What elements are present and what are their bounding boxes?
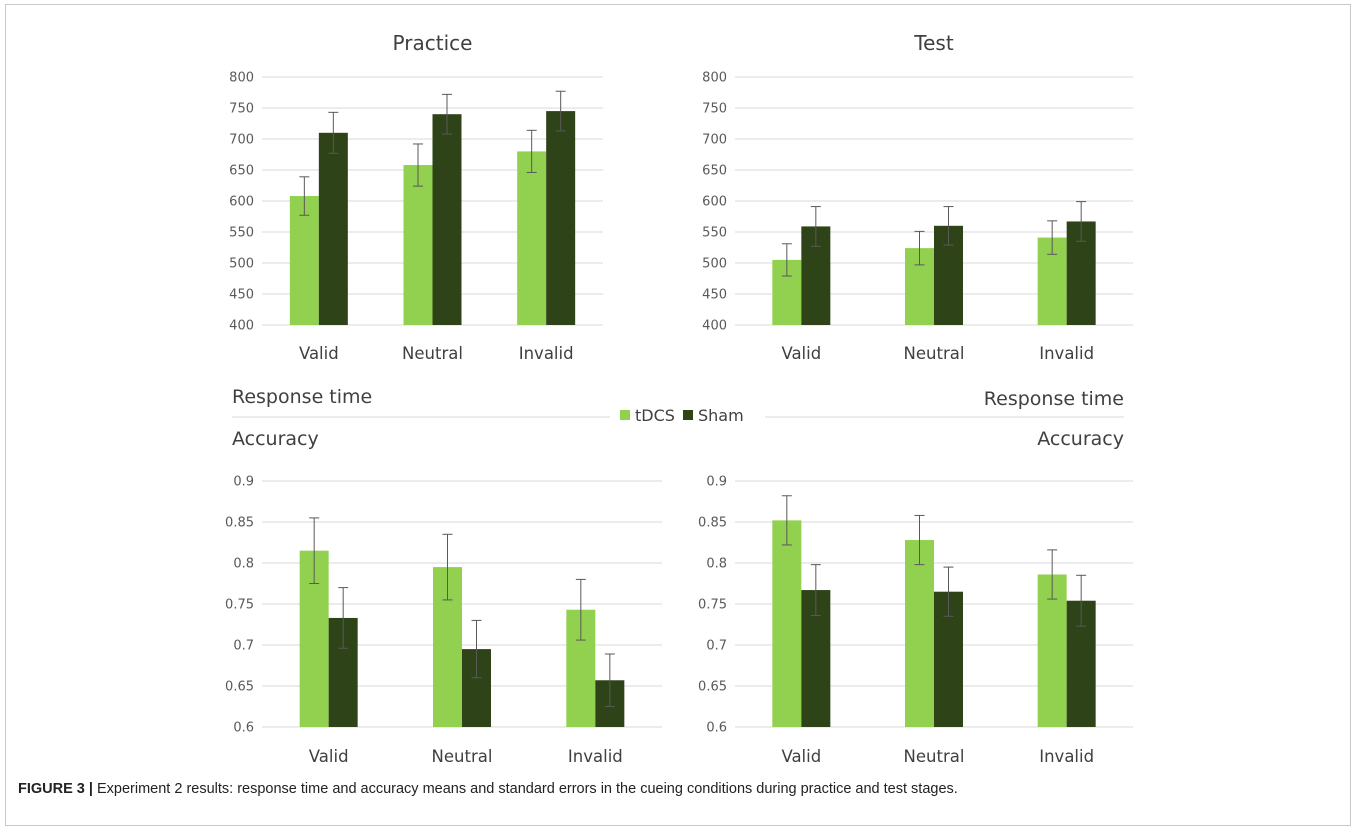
right-response-time-label: Response time [984, 388, 1124, 410]
y-tick-label: 0.9 [233, 475, 254, 490]
y-tick-label: 0.85 [225, 516, 254, 531]
bar-sham-neutral [432, 114, 462, 325]
y-tick-label: 0.8 [233, 557, 254, 572]
left-response-time-label: Response time [232, 386, 372, 408]
x-category-label: Neutral [904, 344, 965, 363]
y-tick-label: 600 [702, 195, 727, 210]
left-accuracy-label: Accuracy [232, 428, 319, 450]
bar-sham-invalid [546, 111, 576, 325]
legend-label-tdcs: tDCS [635, 406, 675, 425]
x-category-label: Valid [309, 747, 349, 766]
y-tick-label: 0.7 [706, 639, 727, 654]
y-tick-label: 500 [702, 257, 727, 272]
x-category-label: Invalid [1039, 747, 1094, 766]
bar-tdcs-neutral [403, 165, 433, 325]
y-tick-label: 0.65 [225, 680, 254, 695]
y-tick-label: 0.6 [233, 721, 254, 736]
y-tick-label: 500 [229, 257, 254, 272]
legend: tDCS Sham [620, 406, 744, 425]
chart-panel-2: 400 450 500 550 600 650 700 750 800 Test Valid Neut… [702, 31, 1133, 363]
y-tick-label: 650 [229, 164, 254, 179]
bar-tdcs-invalid [517, 151, 547, 325]
bar-sham-valid [318, 132, 348, 325]
legend-label-sham: Sham [698, 406, 744, 425]
y-tick-label: 0.75 [698, 598, 727, 613]
y-tick-label: 450 [702, 288, 727, 303]
x-category-label: Neutral [904, 747, 965, 766]
chart-title: Practice [393, 31, 473, 55]
y-tick-label: 0.8 [706, 557, 727, 572]
y-tick-label: 0.65 [698, 680, 727, 695]
y-tick-label: 0.9 [706, 475, 727, 490]
x-category-label: Invalid [1039, 344, 1094, 363]
legend-swatch-sham [683, 410, 693, 420]
bar-tdcs-valid [289, 196, 319, 325]
y-tick-label: 0.6 [706, 721, 727, 736]
figure-caption: FIGURE 3 | Experiment 2 results: respons… [18, 781, 1338, 797]
y-tick-label: 0.75 [225, 598, 254, 613]
y-tick-label: 750 [702, 102, 727, 117]
legend-swatch-tdcs [620, 410, 630, 420]
y-tick-label: 800 [229, 71, 254, 86]
x-category-label: Valid [781, 344, 821, 363]
chart-title: Test [913, 31, 954, 55]
x-category-label: Neutral [432, 747, 493, 766]
y-tick-label: 700 [702, 133, 727, 148]
y-tick-label: 750 [229, 102, 254, 117]
x-category-label: Valid [781, 747, 821, 766]
chart-panels: 400 450 500 550 600 650 700 750 800 Practice Valid… [225, 31, 1133, 766]
x-category-label: Invalid [568, 747, 623, 766]
chart-panel-3: 0.6 0.65 0.7 0.75 0.8 0.85 0.9 Valid Neutral Inva… [225, 475, 662, 766]
x-category-label: Neutral [402, 344, 463, 363]
bar-tdcs-invalid [1037, 574, 1067, 727]
chart-panel-1: 400 450 500 550 600 650 700 750 800 Practice Valid… [229, 31, 603, 363]
y-tick-label: 650 [702, 164, 727, 179]
y-tick-label: 450 [229, 288, 254, 303]
y-tick-label: 0.7 [233, 639, 254, 654]
y-tick-label: 400 [702, 319, 727, 334]
figure-caption-label: FIGURE 3 | [18, 781, 93, 797]
figure-caption-text: Experiment 2 results: response time and … [92, 781, 958, 797]
y-tick-label: 700 [229, 133, 254, 148]
y-tick-label: 400 [229, 319, 254, 334]
x-category-label: Valid [299, 344, 339, 363]
y-tick-label: 0.85 [698, 516, 727, 531]
x-category-label: Invalid [519, 344, 574, 363]
y-tick-label: 600 [229, 195, 254, 210]
y-tick-label: 550 [229, 226, 254, 241]
y-tick-label: 550 [702, 226, 727, 241]
y-tick-label: 800 [702, 71, 727, 86]
right-accuracy-label: Accuracy [1037, 428, 1124, 450]
bar-tdcs-neutral [905, 540, 934, 727]
figure-frame [5, 4, 1351, 826]
chart-panel-4: 0.6 0.65 0.7 0.75 0.8 0.85 0.9 Valid Neutral Inva… [698, 475, 1133, 766]
bar-tdcs-valid [772, 520, 802, 727]
